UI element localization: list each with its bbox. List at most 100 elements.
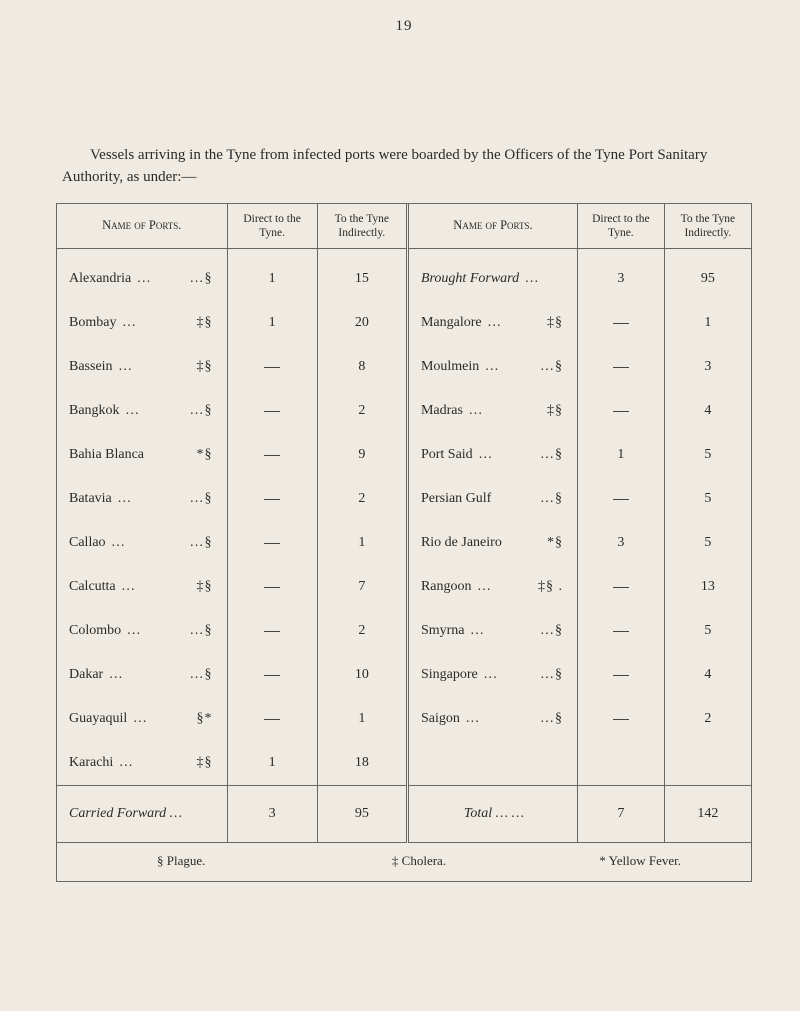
port-cell: Karachi …‡§ bbox=[57, 741, 227, 786]
value-cell bbox=[227, 697, 317, 741]
port-cell: Port Said ……§ bbox=[407, 433, 577, 477]
col-indirect-left: To the Tyne Indirectly. bbox=[317, 204, 407, 249]
col-indirect-right: To the Tyne Indirectly. bbox=[664, 204, 751, 249]
value-cell: 142 bbox=[664, 786, 751, 843]
table-body: Alexandria ……§115Brought Forward …395Bom… bbox=[57, 249, 751, 843]
value-cell bbox=[577, 477, 664, 521]
port-cell: Bassein …‡§ bbox=[57, 345, 227, 389]
value-cell: 8 bbox=[317, 345, 407, 389]
value-cell bbox=[227, 477, 317, 521]
value-cell bbox=[227, 345, 317, 389]
value-cell bbox=[227, 389, 317, 433]
col-direct-right: Direct to the Tyne. bbox=[577, 204, 664, 249]
table-row: Bahia Blanca*§ 9Port Said ……§15 bbox=[57, 433, 751, 477]
port-cell: Callao ……§ bbox=[57, 521, 227, 565]
port-cell: Madras …‡§ bbox=[407, 389, 577, 433]
port-cell: Rangoon …‡§ . bbox=[407, 565, 577, 609]
legend-cholera: ‡ Cholera. bbox=[332, 853, 507, 869]
port-cell: Singapore ……§ bbox=[407, 653, 577, 697]
value-cell bbox=[577, 389, 664, 433]
value-cell bbox=[227, 565, 317, 609]
value-cell: 1 bbox=[577, 433, 664, 477]
table-row: Bangkok ……§ 2Madras …‡§ 4 bbox=[57, 389, 751, 433]
value-cell: 2 bbox=[664, 697, 751, 741]
value-cell: 1 bbox=[317, 521, 407, 565]
intro-paragraph: Vessels arriving in the Tyne from infect… bbox=[62, 145, 746, 189]
legend-yellow: * Yellow Fever. bbox=[506, 853, 741, 869]
port-cell: Alexandria ……§ bbox=[57, 249, 227, 302]
table-row: Karachi …‡§118 bbox=[57, 741, 751, 786]
table-row: Batavia ……§2Persian Gulf…§5 bbox=[57, 477, 751, 521]
value-cell: 5 bbox=[664, 521, 751, 565]
value-cell: 1 bbox=[227, 301, 317, 345]
value-cell bbox=[227, 653, 317, 697]
table-row: Dakar ……§ 10Singapore ……§ 4 bbox=[57, 653, 751, 697]
value-cell: 1 bbox=[227, 249, 317, 302]
legend-row: § Plague. ‡ Cholera. * Yellow Fever. bbox=[56, 843, 752, 882]
carried-forward-row: Carried Forward …395Total … …7142 bbox=[57, 786, 751, 843]
col-name-right: Name of Ports. bbox=[407, 204, 577, 249]
value-cell: 2 bbox=[317, 389, 407, 433]
value-cell: 13 bbox=[664, 565, 751, 609]
ports-table: Name of Ports. Direct to the Tyne. To th… bbox=[57, 204, 751, 844]
value-cell: 7 bbox=[577, 786, 664, 843]
value-cell: 9 bbox=[317, 433, 407, 477]
port-cell: Batavia ……§ bbox=[57, 477, 227, 521]
value-cell bbox=[577, 609, 664, 653]
value-cell: 15 bbox=[317, 249, 407, 302]
col-name-left: Name of Ports. bbox=[57, 204, 227, 249]
value-cell: 1 bbox=[227, 741, 317, 786]
carried-forward-label: Carried Forward … bbox=[57, 786, 227, 843]
port-cell: Dakar ……§ bbox=[57, 653, 227, 697]
port-cell: Bombay …‡§ bbox=[57, 301, 227, 345]
value-cell: 18 bbox=[317, 741, 407, 786]
total-label: Total … … bbox=[407, 786, 577, 843]
value-cell: 3 bbox=[664, 345, 751, 389]
page-number: 19 bbox=[56, 18, 752, 35]
port-cell: Saigon ……§ bbox=[407, 697, 577, 741]
port-cell: Persian Gulf…§ bbox=[407, 477, 577, 521]
value-cell: 2 bbox=[317, 477, 407, 521]
value-cell: 5 bbox=[664, 433, 751, 477]
value-cell: 3 bbox=[577, 249, 664, 302]
value-cell bbox=[577, 697, 664, 741]
value-cell: 2 bbox=[317, 609, 407, 653]
value-cell bbox=[577, 345, 664, 389]
value-cell: 95 bbox=[317, 786, 407, 843]
value-cell bbox=[227, 609, 317, 653]
value-cell bbox=[227, 433, 317, 477]
value-cell: 95 bbox=[664, 249, 751, 302]
table-row: Alexandria ……§115Brought Forward …395 bbox=[57, 249, 751, 302]
value-cell bbox=[227, 521, 317, 565]
value-cell bbox=[664, 741, 751, 786]
ports-table-wrap: Name of Ports. Direct to the Tyne. To th… bbox=[56, 203, 752, 844]
table-row: Guayaquil …§*1Saigon ……§2 bbox=[57, 697, 751, 741]
value-cell: 10 bbox=[317, 653, 407, 697]
value-cell: 5 bbox=[664, 609, 751, 653]
table-row: Calcutta …‡§7Rangoon …‡§ .13 bbox=[57, 565, 751, 609]
value-cell bbox=[577, 741, 664, 786]
port-cell: Rio de Janeiro*§ bbox=[407, 521, 577, 565]
value-cell: 20 bbox=[317, 301, 407, 345]
value-cell: 7 bbox=[317, 565, 407, 609]
value-cell bbox=[577, 653, 664, 697]
table-row: Callao ……§ 1Rio de Janeiro*§35 bbox=[57, 521, 751, 565]
port-cell: Bangkok ……§ bbox=[57, 389, 227, 433]
port-cell: Smyrna ……§ bbox=[407, 609, 577, 653]
value-cell: 3 bbox=[577, 521, 664, 565]
port-cell: Brought Forward … bbox=[407, 249, 577, 302]
table-row: Bombay …‡§120Mangalore …‡§1 bbox=[57, 301, 751, 345]
port-cell: Moulmein ……§ bbox=[407, 345, 577, 389]
value-cell: 1 bbox=[317, 697, 407, 741]
value-cell bbox=[577, 301, 664, 345]
value-cell: 4 bbox=[664, 653, 751, 697]
document-page: 19 Vessels arriving in the Tyne from inf… bbox=[0, 0, 800, 1011]
legend-plague: § Plague. bbox=[67, 853, 332, 869]
table-header-row: Name of Ports. Direct to the Tyne. To th… bbox=[57, 204, 751, 249]
value-cell: 4 bbox=[664, 389, 751, 433]
port-cell: Colombo ……§ bbox=[57, 609, 227, 653]
port-cell: Bahia Blanca*§ bbox=[57, 433, 227, 477]
table-row: Bassein …‡§ 8Moulmein ……§ 3 bbox=[57, 345, 751, 389]
table-row: Colombo ……§ 2Smyrna ……§ 5 bbox=[57, 609, 751, 653]
value-cell: 1 bbox=[664, 301, 751, 345]
